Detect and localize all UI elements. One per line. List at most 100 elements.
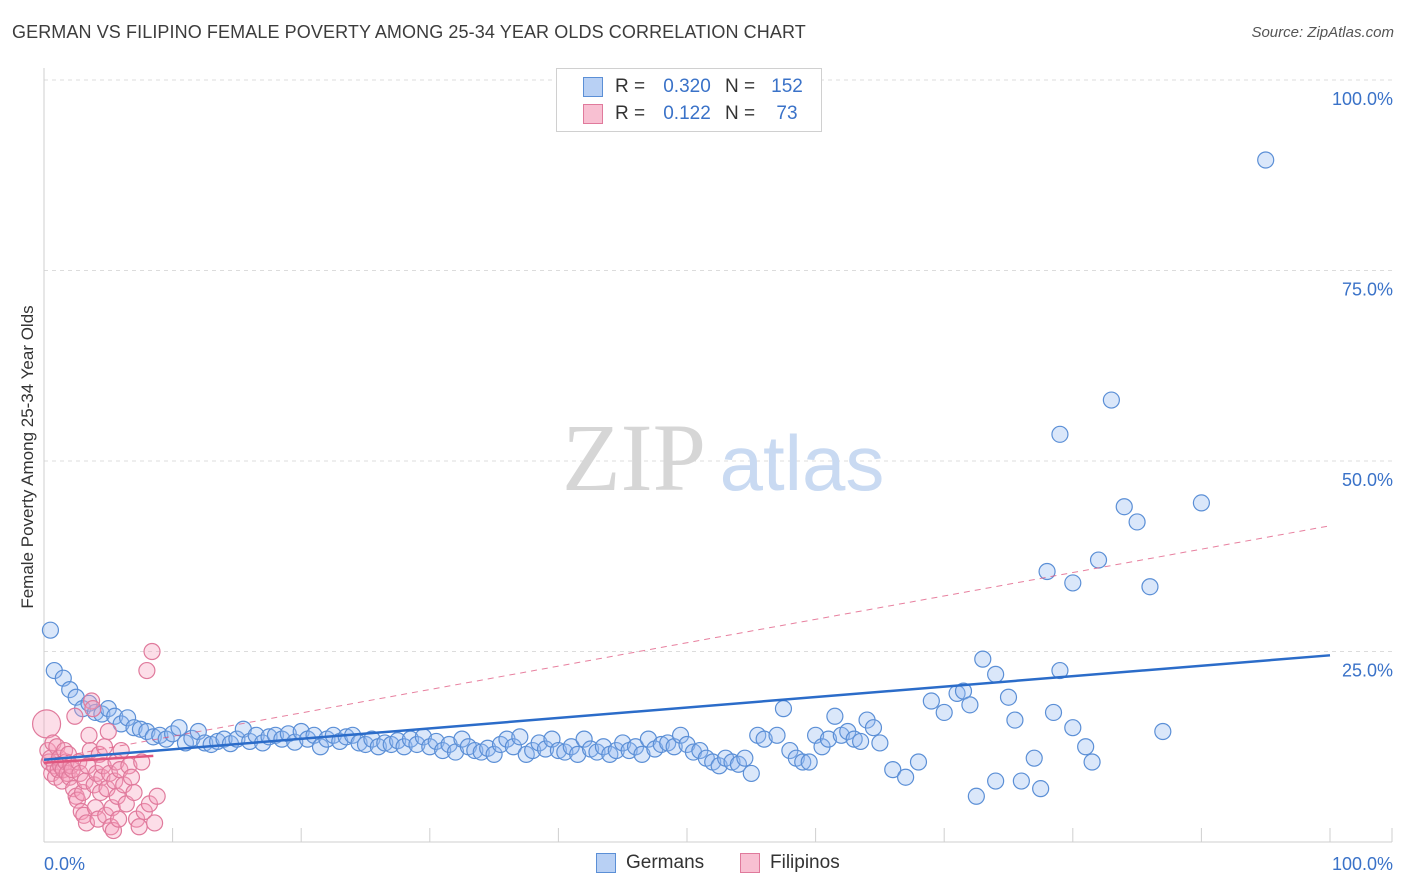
data-point-germans [1154,722,1172,741]
data-point-germans [987,772,1005,790]
series-legend-germans[interactable]: Germans [596,852,704,874]
data-point-germans [633,745,651,763]
data-point-filipinos [80,726,98,744]
data-point-germans [183,729,201,747]
data-point-germans [819,730,838,748]
legend-swatch-filipinos [583,104,603,124]
legend-n-label: N = [725,103,756,124]
data-point-germans [1032,780,1050,798]
data-point-filipinos [109,810,128,828]
data-point-germans [999,688,1018,706]
data-point-germans [723,753,741,771]
data-point-germans [864,719,883,737]
data-point-germans [755,730,773,748]
data-point-germans [826,707,844,725]
data-point-germans [41,621,60,639]
data-point-germans [164,725,182,743]
data-point-germans [504,738,522,756]
data-point-filipinos [66,707,84,725]
data-point-germans [485,745,503,763]
data-point-germans [112,715,130,733]
data-point-germans [118,709,137,727]
data-point-germans [961,696,979,714]
data-point-germans [536,740,555,758]
data-point-filipinos [148,787,166,805]
data-point-germans [1051,661,1069,680]
series-legend-filipinos[interactable]: Filipinos [740,852,840,874]
tick-labels: 25.0% 50.0% 75.0% 100.0% 0.0% 100.0% [44,89,1393,874]
data-point-filipinos [89,810,107,828]
x-tick-label: 0.0% [44,854,85,874]
data-point-germans [1192,494,1211,512]
data-point-germans [884,761,902,779]
data-point-filipinos [143,642,161,661]
data-point-filipinos [99,722,117,741]
legend-r-label: R = [615,76,646,97]
series-legend: Germans Filipinos [0,852,1406,878]
data-point-filipinos [138,661,156,680]
data-point-filipinos [84,700,102,718]
filipino-points [31,642,166,840]
data-point-filipinos [31,709,62,739]
data-point-germans [639,730,658,748]
data-point-filipinos [145,814,164,832]
legend-r-label: R = [615,103,646,124]
data-point-germans [897,768,915,786]
data-point-germans [1102,391,1120,409]
data-point-germans [1115,498,1133,516]
data-point-germans [852,732,870,751]
data-point-germans [1006,711,1024,729]
data-point-filipinos [122,768,141,786]
source-label: Source: ZipAtlas.com [1251,24,1394,41]
data-point-germans [427,732,445,751]
trend-line-extended [43,525,1331,761]
data-point-filipinos [130,818,148,836]
data-point-germans [800,753,818,771]
data-point-germans [1064,574,1082,592]
data-point-germans [922,692,940,710]
data-point-germans [845,730,863,748]
data-point-germans [1077,738,1095,756]
data-point-germans [144,728,162,746]
legend-r-value: 0.122 [663,103,711,124]
legend-r-value: 0.320 [663,76,711,97]
data-point-germans [1083,753,1101,771]
data-point-germans [736,749,754,767]
data-point-germans [131,720,150,738]
data-point-germans [671,726,690,744]
series-label-germans: Germans [626,852,705,873]
data-point-germans [967,787,985,805]
legend-row-germans: R = 0.320 N = 152 [583,75,811,99]
data-point-germans [389,732,407,750]
data-point-germans [768,726,786,744]
data-point-germans [742,764,760,783]
series-label-filipinos: Filipinos [770,852,840,873]
trend-lines [43,525,1331,764]
data-point-germans [170,719,188,737]
y-tick-label: 100.0% [1332,89,1393,109]
data-point-germans [774,700,793,718]
watermark-zip: ZIP [562,404,706,511]
y-tick-label: 50.0% [1342,470,1393,490]
data-point-germans [935,703,953,722]
data-point-germans [1089,551,1108,569]
legend-row-filipinos: R = 0.122 N = 73 [583,102,811,126]
gridlines [44,79,1392,652]
axes [43,68,1393,843]
x-tick-label: 100.0% [1332,854,1393,874]
legend-swatch-germans [583,77,603,97]
data-point-germans [1064,719,1082,737]
series-swatch-germans [596,853,616,873]
data-point-germans [652,735,670,754]
data-point-filipinos [95,738,114,756]
data-point-germans [466,741,484,760]
watermark: ZIP atlas [562,404,884,511]
german-points [41,151,1275,805]
data-point-germans [1044,703,1063,722]
y-tick-label: 75.0% [1342,280,1393,300]
trend-line-germans [43,654,1331,761]
stats-legend: R = 0.320 N = 152 R = 0.122 N = 73 [556,68,822,132]
data-point-germans [974,650,992,668]
data-point-germans [729,755,748,773]
